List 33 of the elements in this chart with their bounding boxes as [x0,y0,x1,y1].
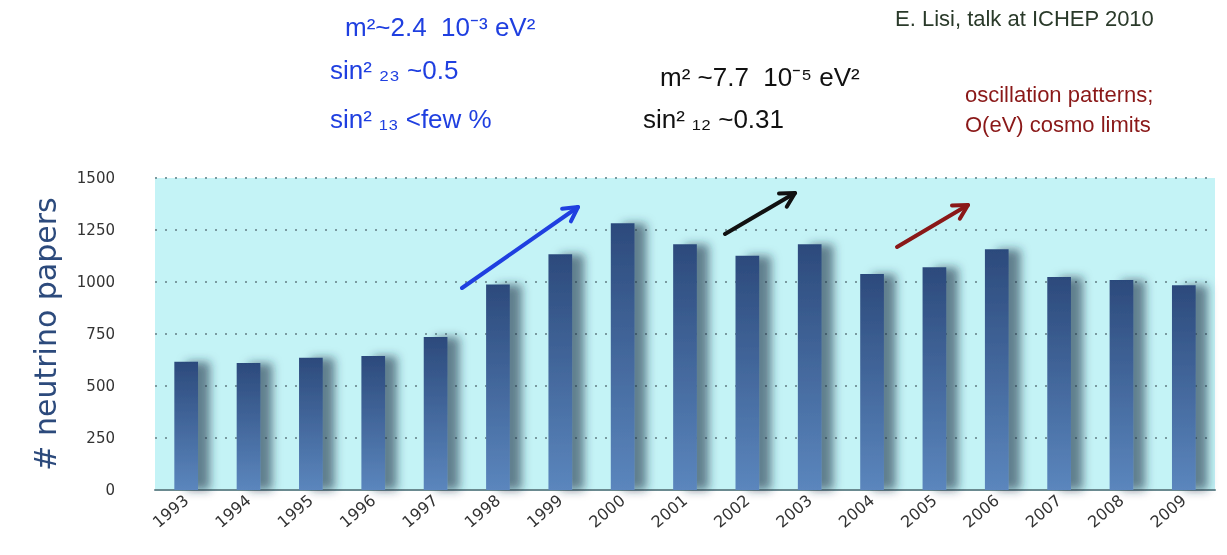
bar [236,363,261,490]
bar [797,244,822,490]
bar [1047,277,1071,490]
bar [299,357,323,490]
bar [548,254,573,490]
bar [486,284,510,490]
y-tick-label: 750 [86,325,115,343]
y-tick-label: 0 [105,481,115,499]
bar [423,336,448,490]
bar [735,255,760,490]
text: m²~2.4 10⁻³ eV² [345,11,536,44]
bar [1171,285,1196,490]
text: oscillation patterns; [965,82,1154,108]
bar [673,244,697,490]
bar [860,273,884,490]
text: sin² ₁₂ ~0.31 [643,104,784,135]
y-tick-label: 1500 [76,169,115,187]
bar [610,223,635,490]
bar [922,267,947,490]
text: E. Lisi, talk at ICHEP 2010 [895,6,1154,32]
bar [1109,279,1134,490]
y-tick-label: 1000 [76,273,115,291]
text: m² ~7.7 10⁻⁵ eV² [660,61,860,94]
bar [361,356,386,490]
bar [174,361,199,490]
text: sin² ₂₃ ~0.5 [330,55,459,86]
y-tick-label: 500 [86,377,115,395]
y-tick-label: 250 [86,429,115,447]
y-tick-label: 1250 [76,221,115,239]
y-axis-title: # neutrino papers [27,197,63,471]
text: sin² ₁₃ <few % [330,104,492,135]
text: O(eV) cosmo limits [965,112,1151,138]
bar [984,249,1009,490]
